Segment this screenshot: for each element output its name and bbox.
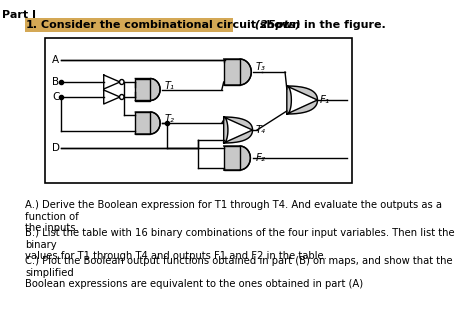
Text: 1.: 1.	[25, 20, 37, 30]
Polygon shape	[104, 75, 120, 89]
Text: Consider the combinational circuit shown in the figure.: Consider the combinational circuit shown…	[42, 20, 386, 30]
Polygon shape	[224, 117, 253, 143]
Circle shape	[119, 79, 124, 84]
Polygon shape	[104, 90, 120, 104]
Polygon shape	[150, 112, 160, 134]
Text: F₂: F₂	[255, 153, 265, 163]
Text: C: C	[52, 92, 60, 102]
Polygon shape	[150, 78, 160, 100]
FancyBboxPatch shape	[45, 38, 352, 183]
Text: D: D	[52, 143, 60, 153]
Text: T₁: T₁	[165, 80, 175, 90]
Polygon shape	[239, 59, 251, 85]
Text: T₃: T₃	[255, 62, 265, 72]
Polygon shape	[287, 86, 318, 114]
Text: C.) Plot the Boolean output functions obtained in part (B) on maps, and show tha: C.) Plot the Boolean output functions ob…	[25, 256, 453, 289]
FancyBboxPatch shape	[135, 112, 150, 134]
FancyBboxPatch shape	[135, 78, 150, 100]
Circle shape	[119, 94, 124, 99]
Polygon shape	[239, 146, 250, 170]
FancyBboxPatch shape	[224, 146, 239, 170]
Text: A: A	[52, 55, 59, 65]
Text: T₂: T₂	[165, 114, 175, 124]
FancyBboxPatch shape	[25, 18, 233, 32]
FancyBboxPatch shape	[224, 59, 239, 85]
Text: B.) List the table with 16 binary combinations of the four input variables. Then: B.) List the table with 16 binary combin…	[25, 228, 455, 261]
Text: Part I: Part I	[2, 10, 36, 20]
Text: B: B	[52, 77, 59, 87]
Text: (25pts): (25pts)	[251, 20, 301, 30]
Text: F₁: F₁	[320, 95, 330, 105]
Text: A.) Derive the Boolean expression for T1 through T4. And evaluate the outputs as: A.) Derive the Boolean expression for T1…	[25, 200, 442, 233]
Text: T₄: T₄	[255, 125, 265, 135]
